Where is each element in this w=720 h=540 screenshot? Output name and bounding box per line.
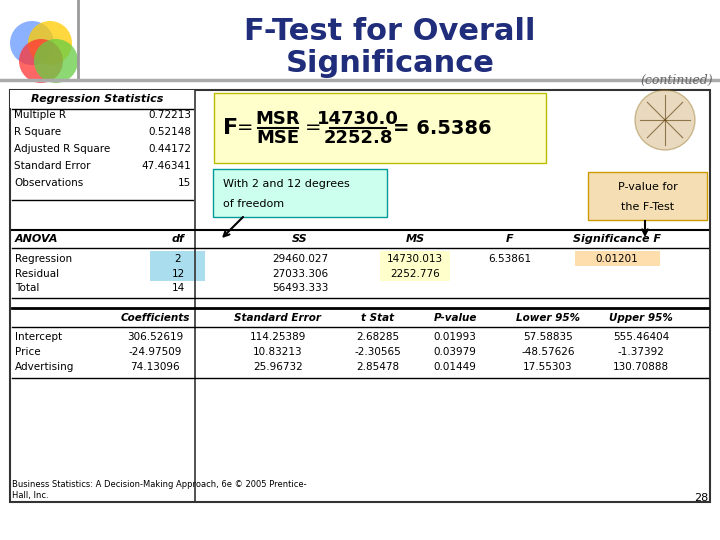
- Text: Business Statistics: A Decision-Making Approach, 6e © 2005 Prentice-
Hall, Inc.: Business Statistics: A Decision-Making A…: [12, 480, 307, 501]
- Text: 27033.306: 27033.306: [272, 269, 328, 279]
- Text: Regression Statistics: Regression Statistics: [31, 94, 163, 104]
- Text: 0.52148: 0.52148: [148, 127, 191, 137]
- Text: 6.53861: 6.53861: [488, 254, 531, 264]
- FancyBboxPatch shape: [380, 251, 450, 266]
- Text: 2.68285: 2.68285: [356, 332, 400, 342]
- Text: P-value: P-value: [433, 313, 477, 323]
- Text: t Stat: t Stat: [361, 313, 395, 323]
- Text: Significance: Significance: [286, 49, 495, 78]
- Text: Significance F: Significance F: [573, 234, 661, 244]
- Text: Observations: Observations: [14, 178, 84, 188]
- Text: =: =: [237, 118, 253, 138]
- Text: Advertising: Advertising: [15, 362, 74, 372]
- FancyBboxPatch shape: [380, 266, 450, 281]
- Text: 2252.8: 2252.8: [323, 129, 392, 147]
- Circle shape: [28, 21, 72, 65]
- Text: 14: 14: [171, 283, 184, 293]
- Text: 47.46341: 47.46341: [141, 161, 191, 171]
- Text: df: df: [171, 234, 184, 244]
- Text: 2252.776: 2252.776: [390, 269, 440, 279]
- Text: 14730.0: 14730.0: [317, 110, 399, 128]
- FancyBboxPatch shape: [10, 90, 195, 108]
- Text: P-value for: P-value for: [618, 182, 678, 192]
- Text: 0.03979: 0.03979: [433, 347, 477, 357]
- FancyBboxPatch shape: [214, 93, 546, 163]
- Text: 12: 12: [171, 269, 184, 279]
- Text: 0.72213: 0.72213: [148, 110, 191, 120]
- Text: 14730.013: 14730.013: [387, 254, 443, 264]
- FancyBboxPatch shape: [575, 251, 660, 266]
- Text: F: F: [223, 118, 238, 138]
- Text: 57.58835: 57.58835: [523, 332, 573, 342]
- Text: MSR: MSR: [256, 110, 300, 128]
- Text: Intercept: Intercept: [15, 332, 62, 342]
- Circle shape: [10, 21, 54, 65]
- Text: Price: Price: [15, 347, 40, 357]
- Text: ANOVA: ANOVA: [15, 234, 58, 244]
- Text: of freedom: of freedom: [223, 199, 284, 209]
- Circle shape: [19, 39, 63, 83]
- Text: -2.30565: -2.30565: [355, 347, 401, 357]
- Text: 306.52619: 306.52619: [127, 332, 183, 342]
- Text: 28: 28: [694, 493, 708, 503]
- Text: 10.83213: 10.83213: [253, 347, 303, 357]
- Text: Adjusted R Square: Adjusted R Square: [14, 144, 110, 154]
- Text: 74.13096: 74.13096: [130, 362, 180, 372]
- Text: Multiple R: Multiple R: [14, 110, 66, 120]
- Text: -1.37392: -1.37392: [618, 347, 665, 357]
- FancyBboxPatch shape: [588, 172, 707, 220]
- Text: With 2 and 12 degrees: With 2 and 12 degrees: [223, 179, 350, 189]
- FancyBboxPatch shape: [150, 266, 205, 281]
- Text: 130.70888: 130.70888: [613, 362, 669, 372]
- Text: Coefficients: Coefficients: [120, 313, 189, 323]
- Text: MSE: MSE: [256, 129, 300, 147]
- Text: -48.57626: -48.57626: [521, 347, 575, 357]
- Text: 0.01993: 0.01993: [433, 332, 477, 342]
- Text: Standard Error: Standard Error: [14, 161, 91, 171]
- Text: 17.55303: 17.55303: [523, 362, 573, 372]
- FancyBboxPatch shape: [213, 169, 387, 217]
- Text: Total: Total: [15, 283, 40, 293]
- Text: 29460.027: 29460.027: [272, 254, 328, 264]
- Text: Lower 95%: Lower 95%: [516, 313, 580, 323]
- Text: R Square: R Square: [14, 127, 61, 137]
- Text: 2: 2: [175, 254, 181, 264]
- Text: Regression: Regression: [15, 254, 72, 264]
- Text: F: F: [506, 234, 514, 244]
- Text: the F-Test: the F-Test: [621, 202, 674, 212]
- Text: (continued): (continued): [640, 74, 713, 87]
- Text: 0.01449: 0.01449: [433, 362, 477, 372]
- Text: -24.97509: -24.97509: [128, 347, 181, 357]
- FancyBboxPatch shape: [150, 251, 205, 266]
- Circle shape: [34, 39, 78, 83]
- Text: =: =: [305, 118, 322, 138]
- Text: 114.25389: 114.25389: [250, 332, 306, 342]
- Text: MS: MS: [405, 234, 425, 244]
- Text: = 6.5386: = 6.5386: [393, 118, 492, 138]
- FancyBboxPatch shape: [10, 90, 710, 502]
- Text: SS: SS: [292, 234, 308, 244]
- Text: 2.85478: 2.85478: [356, 362, 400, 372]
- Text: 0.44172: 0.44172: [148, 144, 191, 154]
- Circle shape: [635, 90, 695, 150]
- Text: F-Test for Overall: F-Test for Overall: [244, 17, 536, 46]
- Text: Standard Error: Standard Error: [235, 313, 322, 323]
- Text: Residual: Residual: [15, 269, 59, 279]
- Text: Upper 95%: Upper 95%: [609, 313, 673, 323]
- Text: 15: 15: [178, 178, 191, 188]
- Text: 555.46404: 555.46404: [613, 332, 669, 342]
- Text: 56493.333: 56493.333: [272, 283, 328, 293]
- Text: 25.96732: 25.96732: [253, 362, 303, 372]
- Text: 0.01201: 0.01201: [595, 254, 639, 264]
